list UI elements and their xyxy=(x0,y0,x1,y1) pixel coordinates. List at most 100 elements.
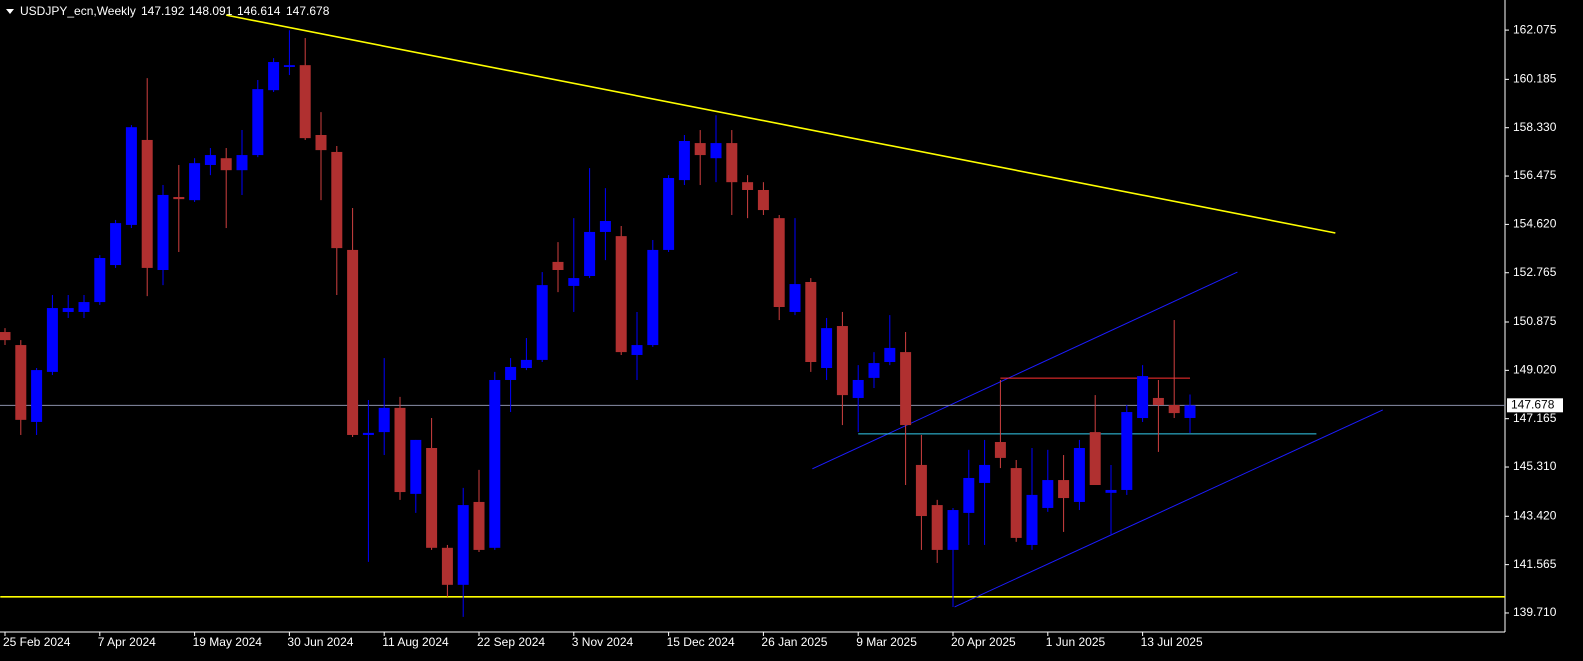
y-tick-label: 150.875 xyxy=(1513,314,1557,328)
trendline xyxy=(226,14,1336,234)
candle-body xyxy=(1026,494,1038,545)
candle-body xyxy=(710,143,722,159)
candle-body xyxy=(236,155,248,171)
x-tick-label: 11 Aug 2024 xyxy=(382,635,449,649)
header-low: 146.614 xyxy=(237,4,281,18)
x-tick-label: 22 Sep 2024 xyxy=(477,635,545,649)
candle-body xyxy=(189,163,201,201)
candle-body xyxy=(141,139,153,268)
header-open: 147.192 xyxy=(141,4,185,18)
candle-body xyxy=(726,143,738,183)
header-high: 148.091 xyxy=(189,4,233,18)
candle-body xyxy=(836,326,848,396)
candle-body xyxy=(884,347,896,362)
candle-body xyxy=(994,442,1006,458)
candle-body xyxy=(283,65,295,67)
y-tick-label: 149.020 xyxy=(1513,363,1557,377)
candle-body xyxy=(94,258,106,303)
candle-body xyxy=(742,182,754,190)
price-tag xyxy=(1507,398,1563,413)
candle-body xyxy=(647,249,659,346)
candle-body xyxy=(520,359,532,368)
candle-body xyxy=(220,158,232,171)
candle-body xyxy=(441,547,453,585)
y-tick-label: 160.185 xyxy=(1513,72,1557,86)
candle-body xyxy=(915,464,927,517)
candle-body xyxy=(1010,468,1022,538)
y-tick-label: 141.565 xyxy=(1513,557,1557,571)
candle-body xyxy=(299,65,311,139)
candle-body xyxy=(62,308,74,312)
candle-body xyxy=(663,178,675,250)
trendline xyxy=(954,409,1383,608)
y-tick-label: 154.620 xyxy=(1513,217,1557,231)
candle-body xyxy=(1152,397,1164,406)
candle-body xyxy=(410,439,422,494)
y-tick-label: 147.165 xyxy=(1513,411,1557,425)
candle-body xyxy=(1105,489,1117,493)
candle-body xyxy=(473,501,485,550)
candle-body xyxy=(315,135,327,151)
x-tick-label: 19 May 2024 xyxy=(193,635,263,649)
candle-body xyxy=(489,379,501,548)
candle-body xyxy=(900,352,912,426)
candle-body xyxy=(110,223,122,266)
x-tick-label: 26 Jan 2025 xyxy=(761,635,827,649)
price-tag-label: 147.678 xyxy=(1511,397,1555,411)
y-tick-label: 145.310 xyxy=(1513,459,1557,473)
candle-body xyxy=(615,236,627,353)
candle-body xyxy=(268,62,280,91)
candle-body xyxy=(963,477,975,513)
y-tick-label: 143.420 xyxy=(1513,508,1557,522)
candle-body xyxy=(46,308,58,372)
y-tick-label: 152.765 xyxy=(1513,265,1557,279)
header-close: 147.678 xyxy=(286,4,330,18)
candle-body xyxy=(78,302,90,312)
candle-body xyxy=(457,505,469,585)
candle-body xyxy=(1042,480,1054,508)
trendline xyxy=(812,271,1238,470)
candle-body xyxy=(1184,405,1196,418)
y-tick-label: 156.475 xyxy=(1513,168,1557,182)
candle-body xyxy=(1089,432,1101,486)
menu-arrow[interactable] xyxy=(6,9,14,14)
candle-body xyxy=(394,407,406,493)
candle-body xyxy=(568,278,580,286)
candle-body xyxy=(979,464,991,483)
candle-body xyxy=(694,143,706,156)
candle-body xyxy=(947,510,959,550)
candle-body xyxy=(173,197,185,200)
x-tick-label: 20 Apr 2025 xyxy=(951,635,1016,649)
candle-body xyxy=(125,127,137,225)
candle-body xyxy=(505,366,517,380)
candle-body xyxy=(1058,480,1070,499)
candle-body xyxy=(536,285,548,360)
candle-body xyxy=(931,505,943,550)
y-tick-label: 158.330 xyxy=(1513,120,1557,134)
candle-body xyxy=(1073,448,1085,502)
candle-body xyxy=(347,249,359,435)
candle-body xyxy=(378,407,390,433)
candle-body xyxy=(1137,376,1149,419)
x-tick-label: 15 Dec 2024 xyxy=(667,635,735,649)
candle-body xyxy=(552,261,564,271)
x-tick-label: 1 Jun 2025 xyxy=(1046,635,1106,649)
y-tick-label: 139.710 xyxy=(1513,605,1557,619)
candle-body xyxy=(868,363,880,378)
candle-body xyxy=(821,328,833,368)
candle-body xyxy=(1168,405,1180,414)
candle-body xyxy=(331,151,343,249)
x-tick-label: 3 Nov 2024 xyxy=(572,635,634,649)
x-tick-label: 30 Jun 2024 xyxy=(287,635,353,649)
candle-body xyxy=(631,345,643,355)
x-tick-label: 25 Feb 2024 xyxy=(3,635,71,649)
candle-body xyxy=(15,345,27,420)
candle-body xyxy=(157,194,169,271)
candle-body xyxy=(362,432,374,435)
candle-body xyxy=(599,221,611,232)
candle-body xyxy=(204,155,216,165)
candle-body xyxy=(584,231,596,276)
candle-body xyxy=(252,89,264,156)
